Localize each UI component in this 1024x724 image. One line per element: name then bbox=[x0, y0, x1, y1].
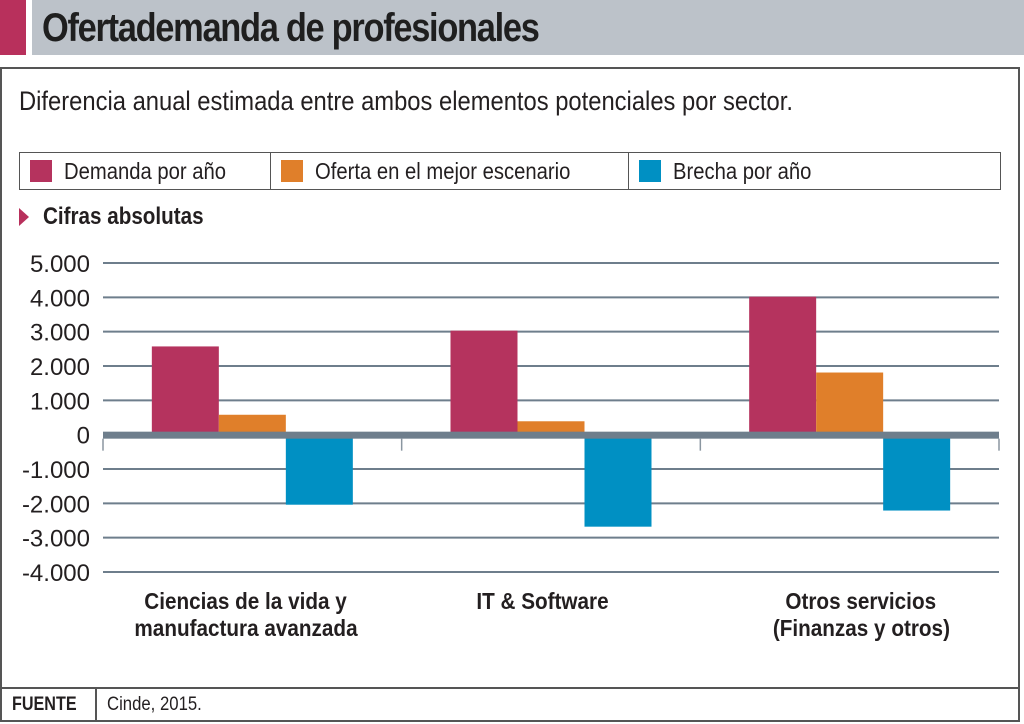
y-tick-label: -3.000 bbox=[22, 526, 90, 553]
category-label-line: IT & Software bbox=[475, 588, 609, 614]
bar-chart: 5.000 4.000 3.000 2.000 1.000 0 -1.000 -2.000 -3… bbox=[22, 251, 1000, 585]
legend-swatch-demanda bbox=[30, 160, 52, 182]
y-tick-label: 0 bbox=[77, 423, 90, 450]
bar-demanda-0 bbox=[151, 346, 219, 435]
bar-demanda-2 bbox=[749, 296, 817, 435]
y-tick-label: -1.000 bbox=[22, 457, 90, 484]
bar-brecha-1 bbox=[584, 434, 652, 527]
section-heading: Cifras absolutas bbox=[19, 203, 230, 231]
legend-label: Demanda por año bbox=[64, 157, 227, 184]
legend-swatch-oferta bbox=[281, 160, 303, 182]
y-tick-label: -2.000 bbox=[22, 491, 90, 518]
category-label-2: Otros servicios (Finanzas y otros) bbox=[711, 588, 1011, 642]
y-tick-label: 1.000 bbox=[30, 388, 90, 415]
zero-axis bbox=[103, 431, 999, 439]
legend-item-demanda: Demanda por año bbox=[20, 153, 270, 189]
legend-item-oferta: Oferta en el mejor escenario bbox=[270, 153, 628, 189]
legend-label: Brecha por año bbox=[673, 157, 812, 184]
category-label-line: (Finanzas y otros) bbox=[772, 615, 950, 641]
header-accent bbox=[0, 0, 26, 55]
y-tick-label: 3.000 bbox=[30, 320, 90, 347]
category-label-1: IT & Software bbox=[392, 588, 692, 615]
source-value: Cinde, 2015. bbox=[107, 694, 202, 715]
triangle-right-icon bbox=[19, 208, 29, 226]
y-tick-label: 4.000 bbox=[30, 285, 90, 312]
chart-frame bbox=[0, 67, 1020, 722]
category-label-0: Ciencias de la vida y manufactura avanza… bbox=[96, 588, 396, 642]
legend-item-brecha: Brecha por año bbox=[628, 153, 1000, 189]
footer-divider bbox=[0, 687, 1020, 689]
bar-demanda-1 bbox=[450, 330, 518, 435]
source-label: FUENTE bbox=[12, 694, 77, 715]
category-label-line: Ciencias de la vida y bbox=[144, 588, 348, 614]
section-label: Cifras absolutas bbox=[43, 203, 204, 230]
header-bar bbox=[32, 0, 1024, 55]
bar-oferta-0 bbox=[218, 414, 286, 435]
bar-brecha-0 bbox=[285, 434, 353, 505]
legend-swatch-brecha bbox=[639, 160, 661, 182]
bar-oferta-2 bbox=[816, 372, 884, 435]
chart-subtitle: Diferencia anual estimada entre ambos el… bbox=[19, 86, 793, 116]
page-title: Ofertademanda de profesionales bbox=[42, 6, 540, 50]
bar-brecha-2 bbox=[883, 434, 951, 511]
y-tick-label: 2.000 bbox=[30, 354, 90, 381]
category-label-line: manufactura avanzada bbox=[134, 615, 358, 641]
footer-separator bbox=[95, 688, 97, 722]
legend-label: Oferta en el mejor escenario bbox=[315, 157, 571, 184]
legend: Demanda por año Oferta en el mejor escen… bbox=[19, 152, 1001, 190]
category-label-line: Otros servicios bbox=[785, 588, 937, 614]
bar-oferta-1 bbox=[517, 421, 585, 435]
y-tick-label: 5.000 bbox=[30, 251, 90, 278]
y-tick-label: -4.000 bbox=[22, 560, 90, 585]
